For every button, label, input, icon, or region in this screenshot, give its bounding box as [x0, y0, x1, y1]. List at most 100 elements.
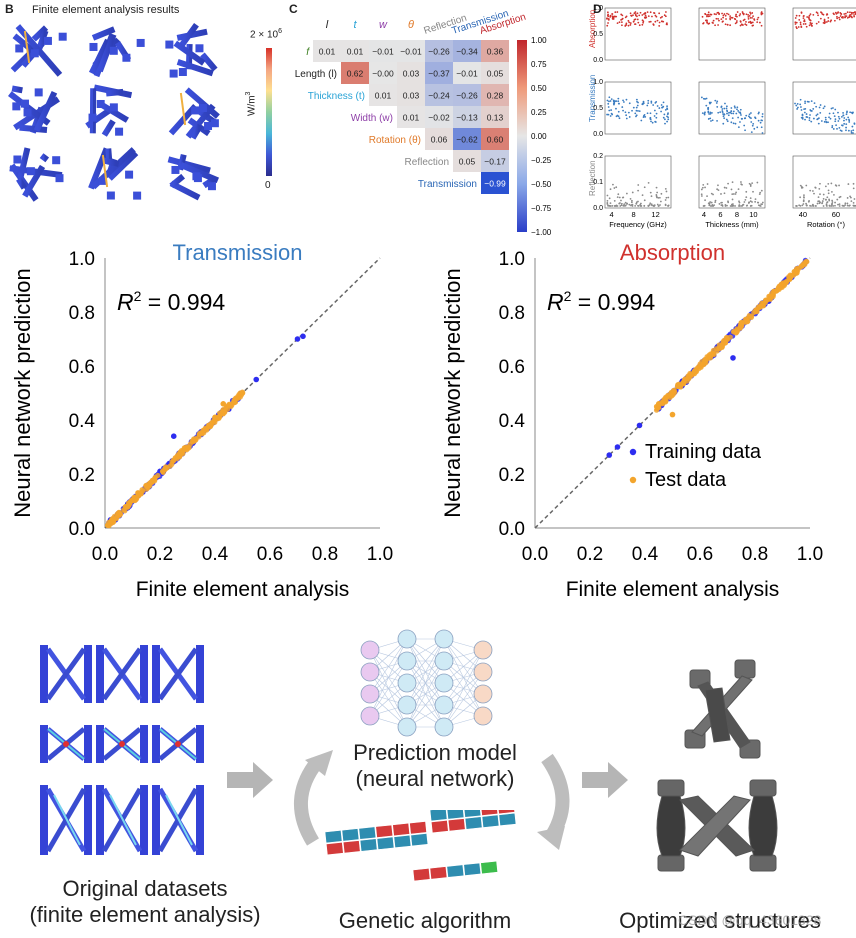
model-caption: Prediction model (neural network) [353, 740, 517, 791]
heatmap-cell [369, 62, 397, 84]
lattice-cell [9, 147, 64, 202]
panel-d-label: D [593, 2, 602, 16]
data-point [300, 333, 306, 340]
small-plot-xtick: 6 [718, 210, 722, 219]
nn-node [360, 684, 380, 704]
data-point [675, 382, 681, 388]
x-tick-label: 0.4 [632, 544, 659, 565]
small-plot-frame [698, 155, 766, 209]
heatmap-cell-value: 0.05 [459, 157, 476, 167]
nn-node [434, 651, 454, 671]
data-point [192, 436, 199, 442]
data-point [691, 368, 698, 375]
heatmap-cell-value: 0.62 [347, 69, 364, 79]
colorbar-tick: 1.00 [531, 36, 547, 45]
legend-label: Training data [645, 441, 762, 463]
heatmap-row-label: f [306, 47, 310, 58]
data-point [655, 401, 662, 407]
nn-connections [369, 638, 484, 728]
data-point [702, 357, 709, 364]
workflow-section: Original datasets (finite element analys… [0, 620, 856, 938]
x-tick-label: 0.8 [312, 544, 338, 565]
panel-d: D Absorption 0.0 0.5 1.0 Transmission 0.0 0.5 1… [585, 0, 856, 235]
nn-node [473, 662, 493, 682]
panel-d-row-label: Reflection [588, 160, 597, 196]
heatmap-cell-value: 0.01 [375, 91, 392, 101]
data-point [614, 444, 621, 450]
small-plot-xtick: 12 [651, 210, 659, 219]
nn-node [360, 706, 380, 726]
heatmap-cell [397, 106, 425, 128]
small-plot-frame [698, 7, 766, 61]
data-point [104, 522, 111, 529]
colorbar-tick: −0.75 [531, 204, 552, 213]
correlation-heatmap: l t w θ ReflectionTransmissionAbsorption0.01… [295, 8, 552, 237]
data-point [719, 344, 725, 350]
watermark: CSDN @qq_43601328 [678, 912, 822, 928]
data-point [151, 476, 158, 483]
small-plot-xtick: 4 [702, 210, 706, 219]
nn-node [434, 695, 454, 715]
data-point [170, 433, 177, 439]
colorbar-tick: 0.75 [531, 60, 547, 69]
heatmap-cell-value: 0.03 [403, 91, 420, 101]
small-plot-points [700, 181, 764, 207]
y-tick-label: 0.8 [69, 303, 95, 324]
colorbar-tick: −0.25 [531, 156, 552, 165]
heatmap-cell-value: 0.06 [431, 135, 448, 145]
nn-node [473, 640, 493, 660]
chromosome [412, 860, 499, 882]
small-plot-xtick: 40 [799, 210, 807, 219]
heatmap-cell [425, 84, 453, 106]
small-plot-xtick: 4 [610, 210, 614, 219]
chromosome [325, 821, 429, 856]
data-point [787, 274, 794, 280]
nn-node [473, 684, 493, 704]
chart-title: Transmission [173, 240, 303, 265]
heatmap-cell [369, 40, 397, 62]
heatmap-cell [341, 40, 369, 62]
heatmap-col-header: l [326, 19, 329, 31]
heatmap-cell-value: −0.00 [372, 69, 394, 79]
heatmap-col-header: w [379, 19, 388, 31]
transmission-scatter-chart: Transmission 0.0 0.2 0.4 0.6 0.8 1.0 0.0 0.2 0.4 0… [10, 240, 393, 601]
heatmap-cell-value: −0.26 [456, 91, 478, 101]
x-axis-label: Finite element analysis [136, 578, 350, 601]
data-point [239, 390, 246, 396]
heatmap-cell [397, 62, 425, 84]
colorbar-max-label: 2 × 106 [250, 28, 282, 41]
small-plot-ytick: 1.0 [593, 79, 603, 86]
heatmap-cell [453, 40, 481, 62]
nn-node [434, 629, 454, 649]
optimized-caption: Optimized structures [619, 908, 821, 933]
heatmap-cell [453, 128, 481, 150]
nn-node [360, 662, 380, 682]
lattice-cell [8, 85, 60, 134]
small-plot-ytick: 0.2 [593, 153, 603, 160]
y-tick-label: 0.4 [499, 411, 526, 432]
heatmap-cell-value: −0.24 [428, 91, 450, 101]
heatmap-cell [453, 62, 481, 84]
chromosome-bars [325, 810, 517, 882]
r2-annotation: R2 = 0.994 [117, 288, 225, 315]
pairwise-scatter-grid: Absorption0.00.51.0Transmission0.00.51.0… [588, 5, 856, 229]
panel-c-label: C [289, 2, 298, 16]
heatmap-cell [453, 150, 481, 172]
lattice-cell [165, 22, 218, 78]
legend-label: Test data [645, 469, 727, 491]
heatmap-cell-value: −0.01 [400, 47, 422, 57]
heatmap-cell [425, 128, 453, 150]
heatmap-cell-value: 0.01 [319, 47, 336, 57]
nn-node [397, 673, 417, 693]
y-tick-label: 0.2 [69, 465, 95, 486]
colorbar-unit-label: W/m3 [245, 91, 258, 116]
heatmap-col-header: θ [408, 19, 414, 31]
x-tick-label: 0.4 [202, 544, 229, 565]
panel-c: C l t w θ Reflection Transmission Absorption 0.… [285, 0, 585, 240]
y-axis-label: Neural network prediction [10, 268, 35, 517]
small-plot-points [794, 11, 856, 30]
nn-node [473, 706, 493, 726]
small-plot-ytick: 1.0 [593, 5, 603, 12]
heatmap-cell [341, 62, 369, 84]
colorbar-tick: −1.00 [531, 228, 552, 237]
